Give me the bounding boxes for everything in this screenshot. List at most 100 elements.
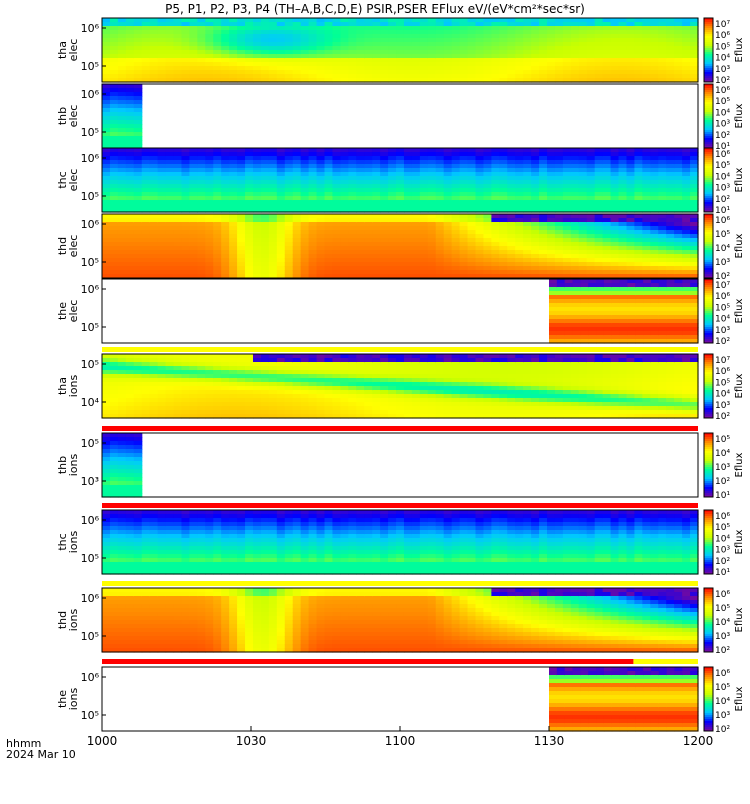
- spectrogram-cell: [356, 386, 365, 391]
- spectrogram-cell: [658, 30, 667, 35]
- spectrogram-cell: [428, 30, 437, 35]
- spectrogram-cell: [626, 184, 635, 189]
- spectrogram-cell: [682, 204, 691, 209]
- spectrogram-cell: [626, 200, 635, 205]
- spectrogram-cell: [189, 26, 198, 31]
- spectrogram-cell: [158, 410, 167, 415]
- spectrogram-cell: [253, 176, 262, 181]
- spectrogram-cell: [658, 188, 667, 193]
- spectrogram-cell: [372, 382, 381, 387]
- spectrogram-cell: [563, 254, 572, 259]
- spectrogram-cell: [356, 26, 365, 31]
- spectrogram-cell: [166, 242, 175, 247]
- spectrogram-cell: [134, 410, 143, 415]
- spectrogram-cell: [420, 374, 429, 379]
- spectrogram-cell: [388, 176, 397, 181]
- spectrogram-cell: [325, 270, 334, 275]
- spectrogram-cell: [126, 104, 135, 109]
- spectrogram-cell: [245, 398, 254, 403]
- spectrogram-cell: [213, 176, 222, 181]
- spectrogram-cell: [563, 176, 572, 181]
- spectrogram-cell: [317, 394, 326, 399]
- spectrogram-cell: [690, 22, 699, 27]
- spectrogram-cell: [420, 160, 429, 165]
- spectrogram-cell: [539, 70, 548, 75]
- spectrogram-cell: [468, 26, 477, 31]
- spectrogram-cell: [596, 279, 604, 284]
- spectrogram-cell: [221, 270, 230, 275]
- spectrogram-cell: [221, 62, 230, 67]
- spectrogram-cell: [102, 38, 111, 43]
- spectrogram-cell: [580, 335, 588, 340]
- spectrogram-cell: [634, 254, 643, 259]
- spectrogram-cell: [651, 311, 659, 316]
- spectrogram-cell: [213, 382, 222, 387]
- spectrogram-cell: [142, 270, 151, 275]
- spectrogram-cell: [436, 242, 445, 247]
- spectrogram-cell: [571, 196, 580, 201]
- spectrogram-cell: [404, 222, 413, 227]
- spectrogram-cell: [142, 196, 151, 201]
- spectrogram-cell: [142, 50, 151, 55]
- spectrogram-cell: [539, 66, 548, 71]
- spectrogram-cell: [142, 164, 151, 169]
- spectrogram-cell: [102, 204, 111, 209]
- spectrogram-cell: [444, 70, 453, 75]
- spectrogram-cell: [547, 254, 556, 259]
- spectrogram-cell: [475, 188, 484, 193]
- spectrogram-cell: [126, 62, 135, 67]
- spectrogram-cell: [468, 354, 477, 359]
- spectrogram-cell: [531, 180, 540, 185]
- spectrogram-cell: [475, 238, 484, 243]
- spectrogram-cell: [110, 74, 119, 79]
- spectrogram-cell: [142, 250, 151, 255]
- spectrogram-cell: [420, 370, 429, 375]
- spectrogram-cell: [475, 222, 484, 227]
- spectrogram-cell: [277, 378, 286, 383]
- spectrogram-cell: [269, 156, 278, 161]
- spectrogram-cell: [285, 362, 294, 367]
- spectrogram-cell: [205, 168, 214, 173]
- spectrogram-cell: [579, 58, 588, 63]
- spectrogram-cell: [110, 108, 119, 113]
- spectrogram-cell: [102, 406, 111, 411]
- spectrogram-cell: [547, 242, 556, 247]
- spectrogram-cell: [515, 18, 524, 23]
- spectrogram-cell: [603, 38, 612, 43]
- spectrogram-cell: [468, 242, 477, 247]
- spectrogram-cell: [158, 370, 167, 375]
- spectrogram-cell: [356, 410, 365, 415]
- spectrogram-cell: [396, 188, 405, 193]
- spectrogram-cell: [110, 398, 119, 403]
- spectrogram-cell: [611, 34, 620, 39]
- spectrogram-cell: [452, 362, 461, 367]
- spectrogram-cell: [340, 218, 349, 223]
- spectrogram-cell: [348, 262, 357, 267]
- spectrogram-cell: [134, 164, 143, 169]
- spectrogram-cell: [460, 192, 469, 197]
- spectrogram-cell: [340, 74, 349, 79]
- spectrogram-cell: [261, 378, 270, 383]
- spectrogram-cell: [181, 204, 190, 209]
- spectrogram-cell: [460, 152, 469, 157]
- spectrogram-cell: [428, 168, 437, 173]
- spectrogram-cell: [261, 222, 270, 227]
- spectrogram-cell: [619, 184, 628, 189]
- spectrogram-cell: [150, 196, 159, 201]
- spectrogram-cell: [635, 303, 643, 308]
- spectrogram-cell: [436, 262, 445, 267]
- spectrogram-cell: [563, 50, 572, 55]
- spectrogram-cell: [634, 70, 643, 75]
- spectrogram-cell: [181, 42, 190, 47]
- spectrogram-cell: [436, 58, 445, 63]
- spectrogram-cell: [110, 234, 119, 239]
- spectrogram-cell: [102, 250, 111, 255]
- spectrogram-cell: [301, 34, 310, 39]
- spectrogram-cell: [531, 66, 540, 71]
- spectrogram-cell: [380, 18, 389, 23]
- spectrogram-cell: [563, 192, 572, 197]
- spectrogram-cell: [356, 152, 365, 157]
- spectrogram-cell: [658, 18, 667, 23]
- spectrogram-cell: [523, 26, 532, 31]
- spectrogram-cell: [134, 386, 143, 391]
